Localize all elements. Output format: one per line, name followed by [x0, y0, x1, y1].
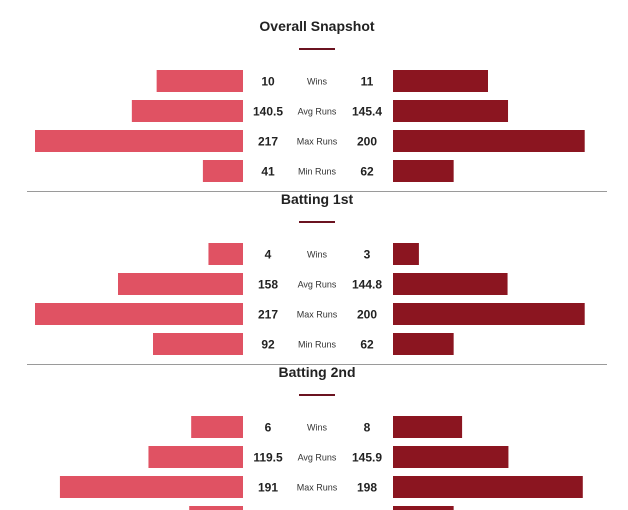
left-bar — [153, 333, 243, 355]
section-title-underline — [299, 48, 335, 50]
left-bar — [191, 416, 243, 438]
category-label: Avg Runs — [298, 107, 337, 117]
category-label: Min Runs — [298, 340, 337, 350]
left-bar — [35, 130, 243, 152]
category-label: Wins — [307, 250, 327, 260]
right-bar — [393, 303, 585, 325]
left-bar — [189, 506, 243, 510]
right-bar — [393, 160, 454, 182]
right-value: 200 — [357, 308, 377, 322]
left-bar — [131, 100, 243, 122]
category-label: Max Runs — [297, 137, 338, 147]
left-bar — [208, 243, 243, 265]
right-bar — [393, 100, 509, 122]
left-value: 92 — [261, 338, 275, 352]
left-value: 41 — [261, 165, 275, 179]
left-value: 191 — [258, 481, 278, 495]
right-value: 145.9 — [352, 451, 382, 465]
right-value: 62 — [360, 165, 374, 179]
section-title: Overall Snapshot — [259, 18, 374, 34]
right-value: 11 — [361, 75, 374, 89]
left-bar — [118, 273, 243, 295]
left-value: 158 — [258, 278, 278, 292]
right-value: 62 — [360, 338, 374, 352]
left-bar — [202, 160, 243, 182]
category-label: Wins — [307, 423, 327, 433]
left-bar — [156, 70, 243, 92]
right-value: 198 — [357, 481, 377, 495]
category-label: Avg Runs — [298, 453, 337, 463]
right-bar — [393, 506, 454, 510]
right-bar — [393, 70, 488, 92]
right-value: 8 — [364, 421, 371, 435]
category-label: Min Runs — [298, 167, 337, 177]
right-bar — [393, 333, 454, 355]
category-label: Max Runs — [297, 310, 338, 320]
left-value: 119.5 — [253, 451, 283, 465]
left-bar — [148, 446, 243, 468]
left-bar — [35, 303, 243, 325]
left-bar — [59, 476, 243, 498]
category-label: Max Runs — [297, 483, 338, 493]
left-value: 10 — [261, 75, 275, 89]
left-value: 4 — [265, 248, 272, 262]
left-value: 217 — [258, 308, 278, 322]
left-value: 140.5 — [253, 105, 283, 119]
right-value: 145.4 — [352, 105, 382, 119]
section-title-underline — [299, 394, 335, 396]
right-bar — [393, 476, 583, 498]
right-value: 3 — [364, 248, 371, 262]
right-bar — [393, 130, 585, 152]
category-label: Wins — [307, 77, 327, 87]
section-title: Batting 2nd — [279, 364, 356, 380]
right-bar — [393, 273, 508, 295]
section-title-underline — [299, 221, 335, 223]
right-bar — [393, 446, 509, 468]
right-value: 144.8 — [352, 278, 382, 292]
right-value: 200 — [357, 135, 377, 149]
section-title: Batting 1st — [281, 191, 354, 207]
left-value: 217 — [258, 135, 278, 149]
left-value: 6 — [265, 421, 272, 435]
category-label: Avg Runs — [298, 280, 337, 290]
right-bar — [393, 243, 419, 265]
right-bar — [393, 416, 463, 438]
